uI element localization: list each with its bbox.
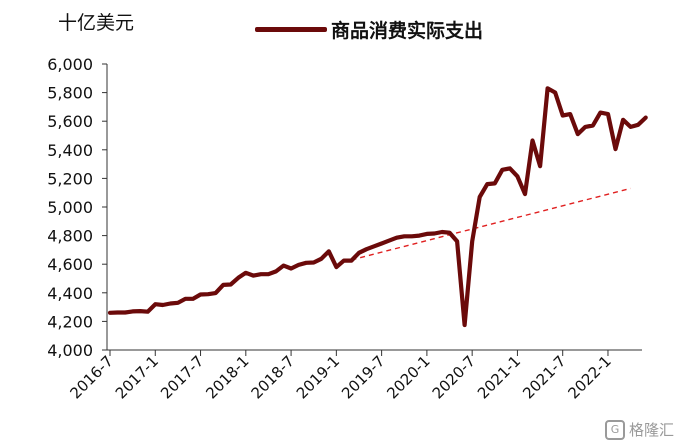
x-tick-label: 2021-7 <box>519 352 569 402</box>
legend: 商品消费实际支出 <box>255 16 483 43</box>
y-tick-label: 5,000 <box>47 198 93 217</box>
y-tick-label: 4,800 <box>47 227 93 246</box>
x-tick-label: 2019-1 <box>293 352 343 402</box>
legend-label: 商品消费实际支出 <box>331 20 484 42</box>
trend-line <box>351 187 631 261</box>
y-tick-label: 4,000 <box>47 341 93 360</box>
y-unit-label: 十亿美元 <box>58 12 135 34</box>
y-tick-label: 4,600 <box>47 255 93 274</box>
trend-line-group <box>351 187 631 261</box>
x-tick-label: 2017-7 <box>157 352 207 402</box>
x-tick-label: 2018-7 <box>248 352 298 402</box>
y-axis: 4,000 4,200 4,400 4,600 4,800 5,000 5,200 5,400… <box>47 55 108 360</box>
y-tick-label: 6,000 <box>47 55 93 74</box>
watermark: G 格隆汇 <box>604 419 674 440</box>
x-tick-label: 2019-7 <box>338 352 388 402</box>
watermark-text: 格隆汇 <box>628 421 674 439</box>
x-tick-label: 2017-1 <box>112 352 162 402</box>
x-tick-label: 2022-1 <box>564 352 614 402</box>
y-tick-label: 4,400 <box>47 284 93 303</box>
y-tick-label: 5,200 <box>47 169 93 188</box>
x-tick-label: 2020-7 <box>429 352 479 402</box>
y-tick-label: 5,800 <box>47 84 93 103</box>
watermark-logo-icon: G <box>604 419 625 440</box>
series-group <box>107 86 648 328</box>
x-axis: 2016-72017-12017-72018-12018-72019-12019… <box>67 349 642 402</box>
x-tick-label: 2021-1 <box>474 352 524 402</box>
y-tick-label: 5,400 <box>47 141 93 160</box>
y-tick-label: 5,600 <box>47 112 93 131</box>
y-tick-label: 4,200 <box>47 312 93 331</box>
x-tick-label: 2020-1 <box>383 352 433 402</box>
x-tick-label: 2018-1 <box>202 352 252 402</box>
legend-swatch <box>255 27 327 32</box>
series-line <box>107 86 648 328</box>
